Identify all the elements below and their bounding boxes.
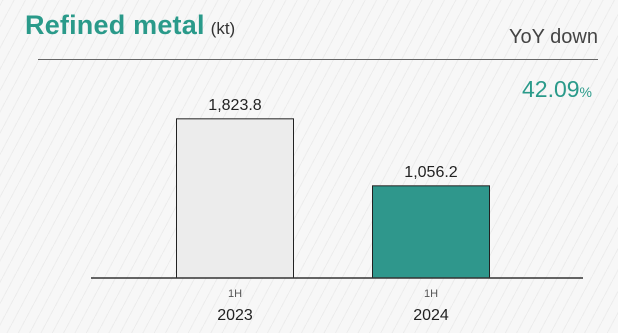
bar-2024 bbox=[372, 185, 490, 279]
yoy-number: 42.09 bbox=[521, 76, 580, 102]
yoy-value: 42.09% bbox=[522, 76, 592, 103]
title-text: Refined metal bbox=[25, 10, 205, 40]
data-label-2023: 1,823.8 bbox=[208, 97, 261, 114]
tick-year-2024: 2024 bbox=[413, 307, 449, 324]
tick-period-2024: 1H bbox=[424, 288, 438, 300]
tick-year-2023: 2023 bbox=[217, 307, 253, 324]
yoy-percent-sign: % bbox=[579, 84, 592, 100]
header-divider bbox=[38, 59, 598, 60]
chart-title: Refined metal (kt) bbox=[25, 10, 235, 41]
data-label-2024: 1,056.2 bbox=[404, 164, 457, 181]
bar-2023 bbox=[176, 118, 294, 279]
yoy-label: YoY down bbox=[509, 26, 598, 48]
tick-period-2023: 1H bbox=[228, 288, 242, 300]
title-unit: (kt) bbox=[210, 19, 236, 38]
